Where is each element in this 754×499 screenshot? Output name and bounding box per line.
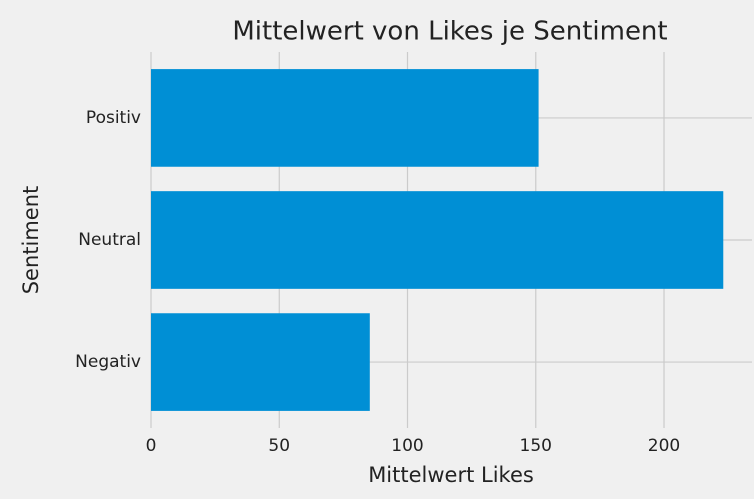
- chart-title: Mittelwert von Likes je Sentiment: [232, 17, 667, 47]
- y-tick-label: Neutral: [78, 230, 141, 250]
- x-axis-label: Mittelwert Likes: [368, 463, 534, 487]
- y-tick-label: Negativ: [75, 352, 141, 372]
- bar: [151, 313, 370, 411]
- x-tick-label: 100: [391, 436, 423, 456]
- x-tick-label: 0: [146, 436, 157, 456]
- bar: [151, 69, 539, 167]
- bar: [151, 191, 724, 289]
- y-axis-label: Sentiment: [19, 186, 43, 295]
- x-tick-label: 50: [268, 436, 290, 456]
- y-tick-label: Positiv: [86, 108, 141, 128]
- x-tick-label: 200: [648, 436, 680, 456]
- x-tick-label: 150: [520, 436, 552, 456]
